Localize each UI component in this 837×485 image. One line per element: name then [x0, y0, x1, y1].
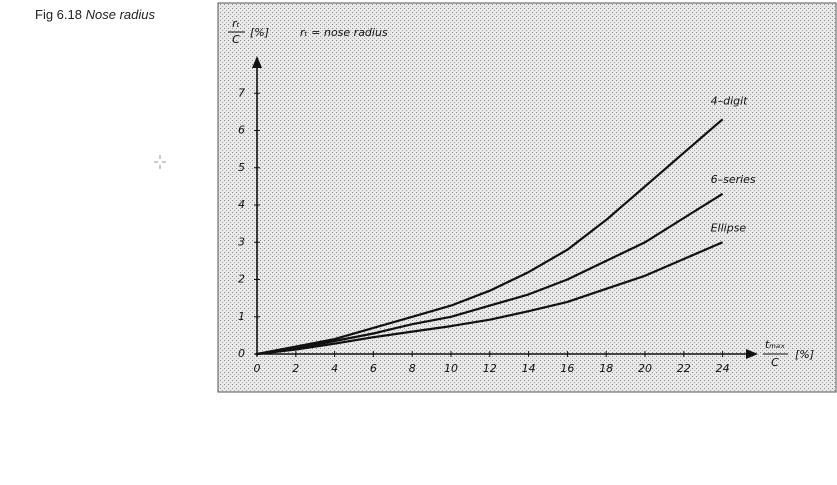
- x-tick-label: 22: [677, 362, 691, 375]
- x-tick-label: 12: [483, 362, 497, 375]
- y-label-denominator: C: [232, 33, 240, 46]
- x-label-numerator: tₘₐₓ: [765, 338, 785, 351]
- series-label: 4–digit: [711, 94, 749, 107]
- plot-frame: [217, 2, 837, 393]
- y-tick-label: 4: [238, 198, 245, 211]
- x-tick-label: 2: [292, 362, 299, 375]
- crosshair: [154, 155, 166, 169]
- chart-title: Nose radius: [86, 7, 156, 22]
- series-label: 6–series: [711, 173, 756, 186]
- x-tick-label: 20: [638, 362, 652, 375]
- x-tick-label: 16: [560, 362, 574, 375]
- x-label-denominator: C: [771, 356, 779, 369]
- y-tick-label: 2: [238, 273, 245, 286]
- y-label-numerator: rₜ: [232, 17, 240, 30]
- figure-label: Fig 6.18: [35, 7, 82, 22]
- caption: Fig 6.18 Nose radius: [35, 7, 155, 22]
- x-label-unit: [%]: [795, 348, 814, 361]
- x-tick-label: 0: [254, 362, 261, 375]
- y-tick-label: 7: [238, 86, 245, 99]
- y-tick-label: 6: [238, 124, 245, 137]
- y-tick-label: 3: [238, 235, 245, 248]
- series-line: [256, 118, 724, 356]
- x-tick-label: 8: [409, 362, 416, 375]
- x-arrow: [746, 349, 758, 359]
- y-arrow: [252, 56, 262, 68]
- x-tick-label: 24: [716, 362, 730, 375]
- y-tick-label: 0: [238, 347, 245, 360]
- x-tick-label: 4: [331, 362, 338, 375]
- series-line: [256, 192, 724, 356]
- x-tick-label: 14: [522, 362, 536, 375]
- y-label-unit: [%]: [250, 26, 269, 39]
- y-tick-label: 5: [238, 161, 245, 174]
- x-tick-label: 18: [599, 362, 613, 375]
- y-tick-label: 1: [238, 310, 245, 323]
- x-tick-label: 10: [444, 362, 458, 375]
- series-line: [256, 241, 724, 356]
- x-tick-label: 6: [370, 362, 377, 375]
- series-label: Ellipse: [711, 221, 747, 234]
- annotation: rₜ = nose radius: [300, 26, 388, 39]
